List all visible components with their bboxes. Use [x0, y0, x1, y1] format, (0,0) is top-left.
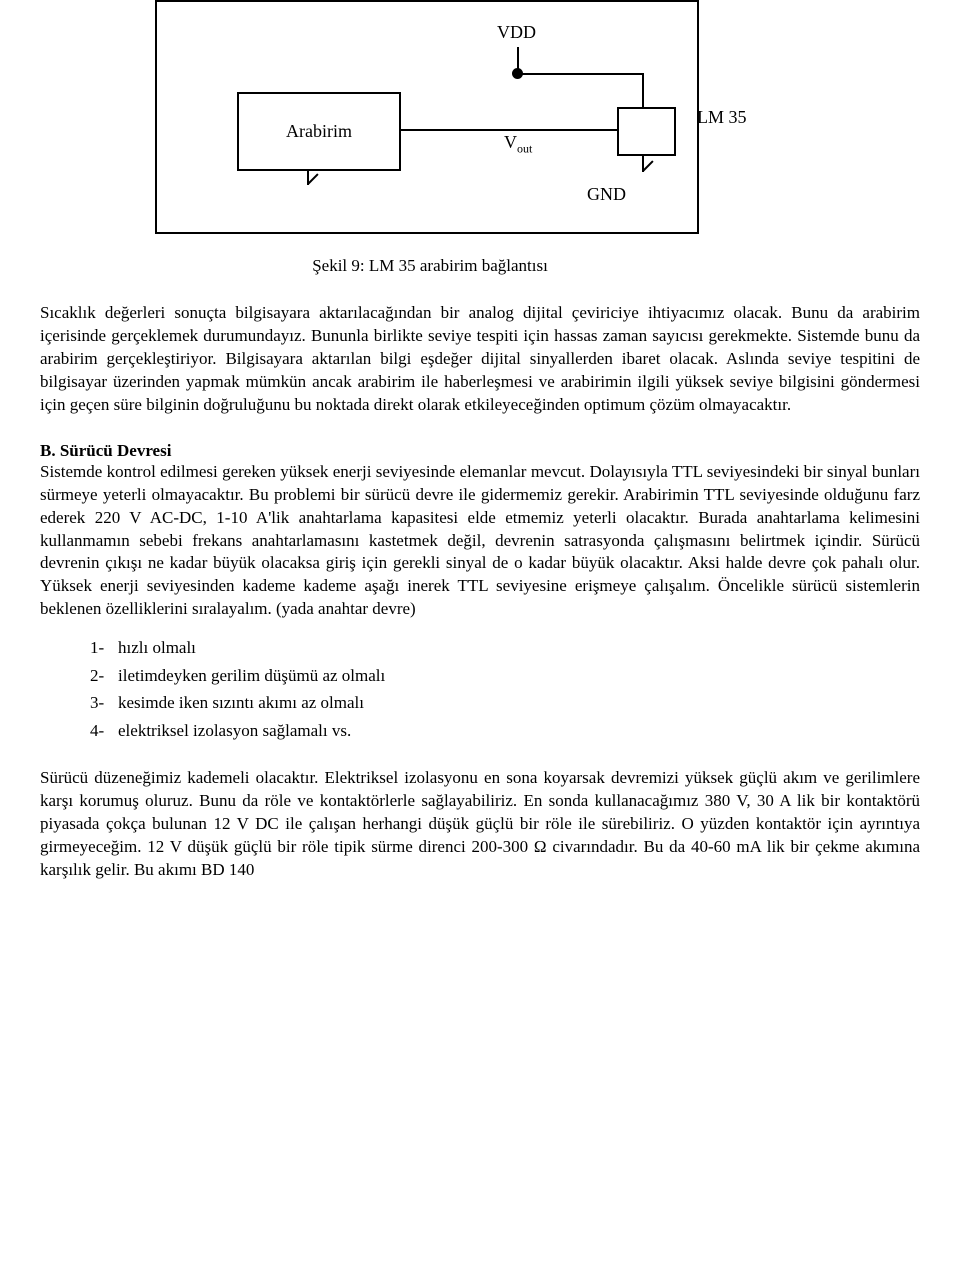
paragraph: Sıcaklık değerleri sonuçta bilgisayara a…: [40, 302, 920, 417]
list-item: 4-elektriksel izolasyon sağlamalı vs.: [90, 718, 920, 744]
figure-caption: Şekil 9: LM 35 arabirim bağlantısı: [160, 256, 700, 276]
requirements-list: 1-hızlı olmalı 2-iletimdeyken gerilim dü…: [90, 635, 920, 743]
lm35-label: LM 35: [697, 107, 747, 128]
list-item: 2-iletimdeyken gerilim düşümü az olmalı: [90, 663, 920, 689]
lm35-block: [617, 107, 676, 156]
circuit-diagram: VDD Arabirim Vout LM 35 GND: [155, 0, 699, 234]
vdd-label: VDD: [497, 22, 536, 43]
list-item: 3-kesimde iken sızıntı akımı az olmalı: [90, 690, 920, 716]
list-item: 1-hızlı olmalı: [90, 635, 920, 661]
section-heading: B. Sürücü Devresi: [40, 441, 171, 460]
arabirim-block: Arabirim: [237, 92, 401, 171]
gnd-label: GND: [587, 184, 626, 205]
wire: [401, 129, 617, 131]
paragraph: Sistemde kontrol edilmesi gereken yüksek…: [40, 461, 920, 622]
arabirim-label: Arabirim: [286, 121, 352, 142]
paragraph: Sürücü düzeneğimiz kademeli olacaktır. E…: [40, 767, 920, 882]
wire: [642, 73, 644, 108]
vout-label: Vout: [502, 132, 534, 157]
wire: [518, 73, 644, 75]
